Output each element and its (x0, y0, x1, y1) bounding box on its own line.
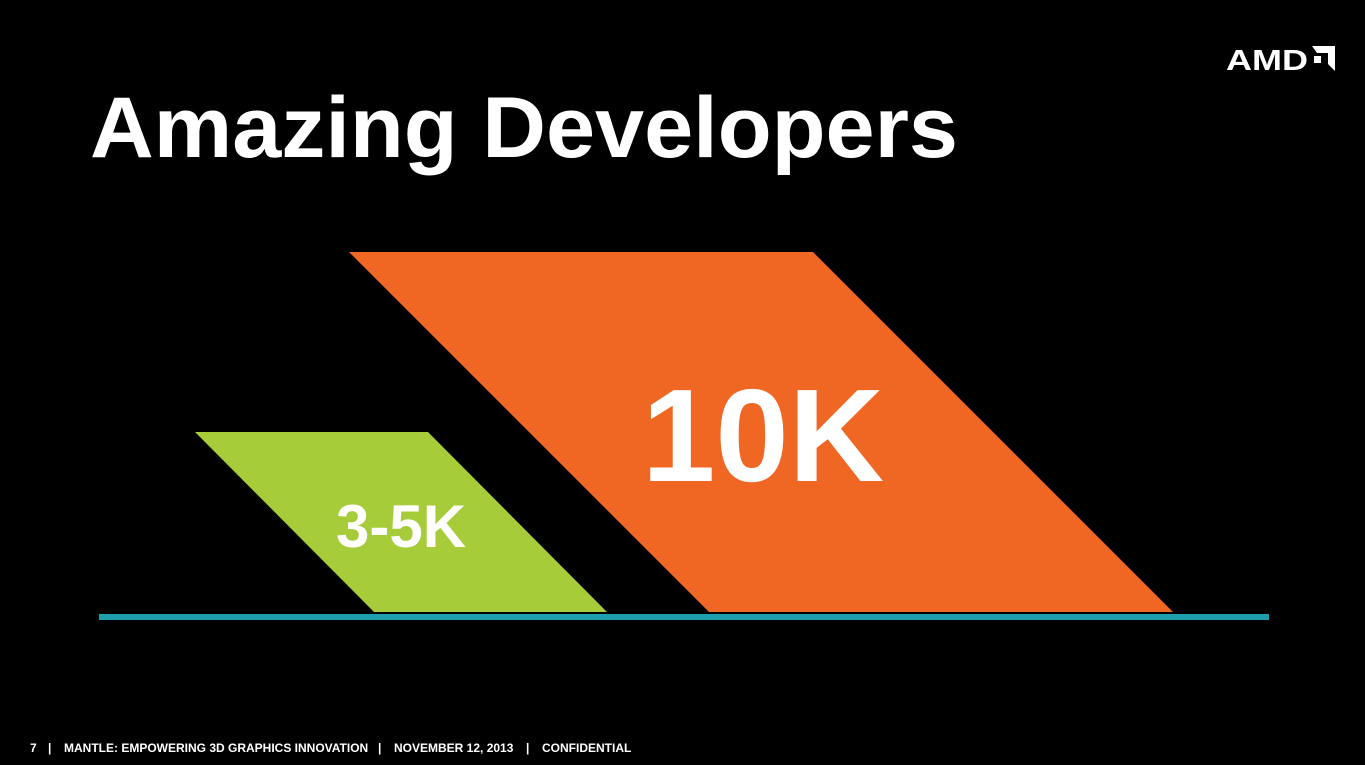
footer-separator: | (48, 741, 51, 755)
page-number: 7 (30, 741, 37, 755)
footer-item: CONFIDENTIAL (542, 741, 631, 755)
orange-parallelogram (349, 252, 1173, 612)
footer-separator: | (526, 741, 529, 755)
green-parallelogram (195, 432, 607, 612)
logo-text: AMD (1226, 45, 1308, 77)
footer-item: NOVEMBER 12, 2013 (394, 741, 514, 755)
slide-title: Amazing Developers (90, 80, 958, 176)
footer: 7 | MANTLE: EMPOWERING 3D GRAPHICS INNOV… (30, 741, 631, 755)
shape-label: 10K (642, 362, 884, 509)
footer-separator: | (378, 741, 381, 755)
baseline-bar (99, 614, 1269, 620)
footer-item: MANTLE: EMPOWERING 3D GRAPHICS INNOVATIO… (64, 741, 368, 755)
shape-label: 3-5K (336, 493, 466, 560)
logo-arrow (1312, 46, 1335, 71)
